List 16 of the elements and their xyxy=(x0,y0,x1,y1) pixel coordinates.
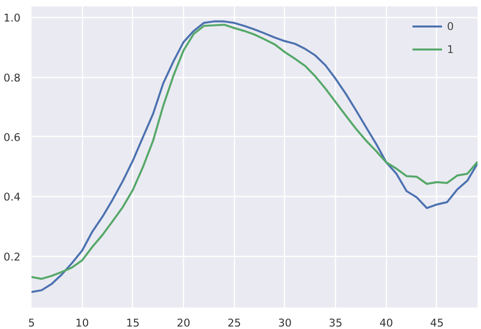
y-tick-label: 1.0 xyxy=(4,12,21,25)
y-tick-label: 0.8 xyxy=(4,71,21,84)
y-tick-label: 0.6 xyxy=(4,130,21,144)
x-tick-label: 30 xyxy=(278,316,292,329)
legend-label: 0 xyxy=(447,20,455,32)
y-tick-label: 0.4 xyxy=(4,190,21,204)
x-tick-label: 40 xyxy=(379,316,394,329)
x-tick-label: 20 xyxy=(176,316,191,329)
x-tick-label: 45 xyxy=(430,316,444,329)
x-tick-label: 25 xyxy=(227,316,242,329)
legend-label: 1 xyxy=(447,42,455,56)
x-tick-label: 5 xyxy=(28,316,35,329)
x-tick-label: 10 xyxy=(75,316,90,329)
x-tick-label: 15 xyxy=(126,316,140,329)
y-tick-label: 0.2 xyxy=(4,250,21,264)
x-tick-label: 35 xyxy=(328,316,342,329)
